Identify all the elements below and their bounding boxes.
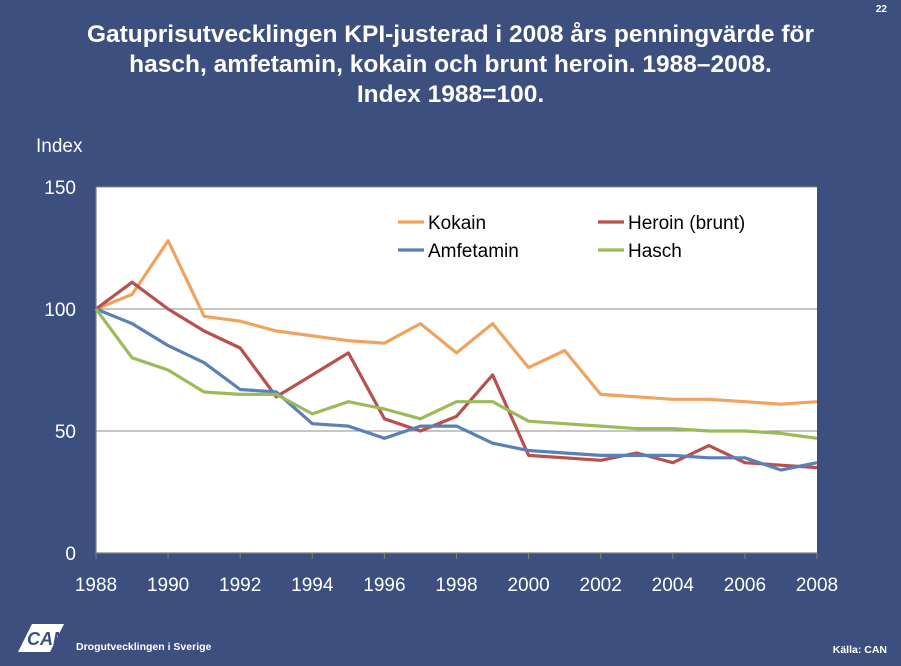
- x-tick-label: 2006: [724, 575, 766, 596]
- y-tick-label: 100: [44, 300, 76, 321]
- y-tick-label: 0: [65, 544, 76, 565]
- x-tick-label: 1988: [75, 575, 117, 596]
- legend-label: Hasch: [628, 241, 682, 262]
- x-tick-label: 2004: [652, 575, 695, 596]
- legend-label: Amfetamin: [428, 241, 519, 262]
- series-line-hasch: [94, 308, 818, 440]
- footer-org: Drogutvecklingen i Sverige: [76, 641, 212, 653]
- footer-source: Källa: CAN: [832, 644, 887, 656]
- x-tick-label: 1992: [219, 575, 261, 596]
- legend-label: Kokain: [428, 213, 486, 234]
- title-line-2: hasch, amfetamin, kokain och brunt heroi…: [129, 51, 772, 78]
- y-tick-label: 50: [55, 422, 76, 443]
- axes: 0 50 100 150 1988 1990 1992 1994 1996 1998 2000 200…: [44, 178, 838, 596]
- y-tick-label: 150: [44, 178, 76, 199]
- legend-label: Heroin (brunt): [628, 213, 745, 234]
- x-tick-label: 2000: [507, 575, 549, 596]
- chart-title: Gatuprisutvecklingen KPI-justerad i 2008…: [0, 20, 901, 110]
- x-tick-label: 1998: [435, 575, 477, 596]
- series-lines: [94, 239, 818, 472]
- x-tick-label: 2002: [580, 575, 622, 596]
- footer-branding: CAN Drogutvecklingen i Sverige: [14, 620, 211, 654]
- page-number: 22: [875, 4, 887, 15]
- can-logo: CAN: [18, 624, 67, 652]
- x-tick-label: 1996: [363, 575, 405, 596]
- logo-text: CAN: [27, 629, 67, 649]
- title-line-1: Gatuprisutvecklingen KPI-justerad i 2008…: [86, 21, 815, 48]
- legend: Kokain Heroin (brunt) Amfetamin Hasch: [398, 213, 745, 262]
- x-tick-label: 1994: [291, 575, 334, 596]
- title-line-3: Index 1988=100.: [356, 81, 545, 108]
- x-tick-label: 2008: [796, 575, 838, 596]
- y-axis-label: Index: [36, 136, 83, 157]
- series-line-heroin-brunt-: [95, 280, 818, 470]
- x-tick-label: 1990: [147, 575, 189, 596]
- series-line-amfetamin: [95, 307, 818, 472]
- series-line-kokain: [95, 239, 818, 406]
